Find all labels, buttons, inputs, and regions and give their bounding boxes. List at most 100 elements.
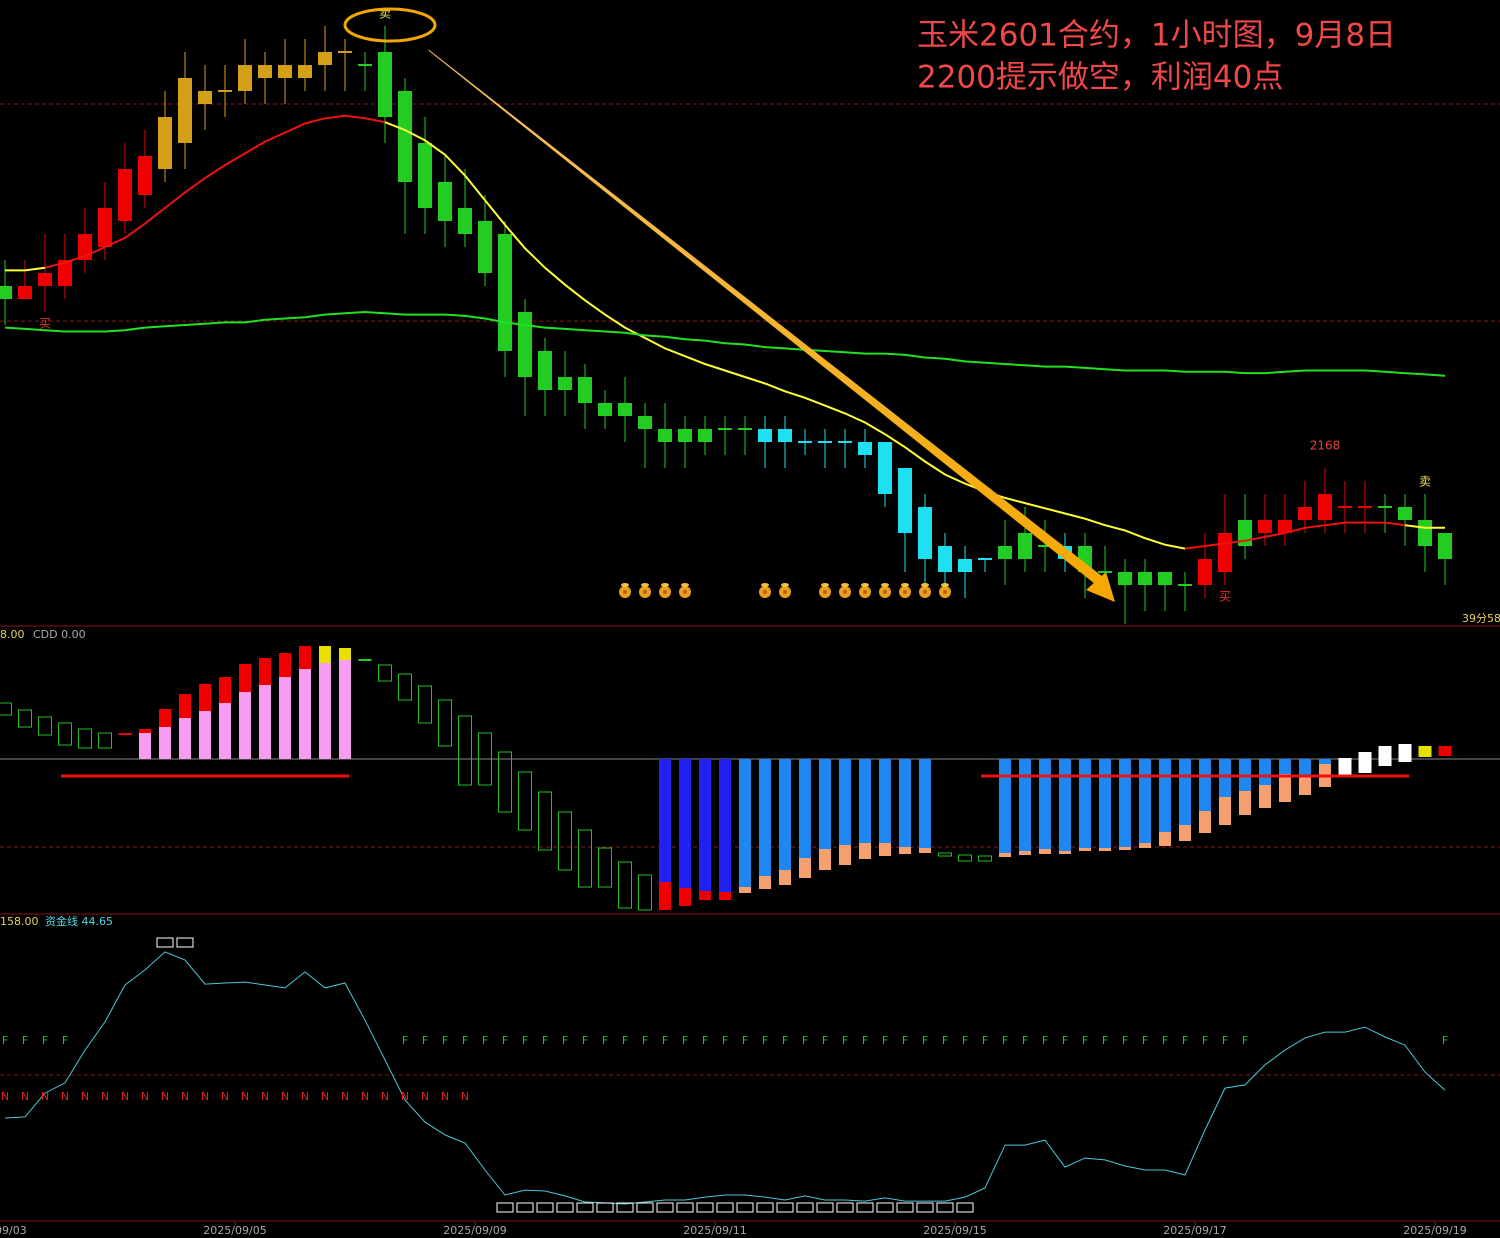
candle-body: [498, 234, 512, 351]
candle-body: [718, 428, 732, 430]
bar-top: [659, 882, 671, 910]
candle-body: [1158, 572, 1172, 585]
outline-box: [378, 664, 392, 682]
icon-dot: [623, 590, 627, 594]
flag-label: F: [1142, 1034, 1148, 1047]
bar-top: [319, 646, 331, 663]
bar-base: [1099, 759, 1111, 848]
icon-dot: [763, 590, 767, 594]
candle-body: [158, 117, 172, 169]
candle-body: [798, 441, 812, 443]
bar-top: [1079, 848, 1091, 851]
bar-top: [719, 892, 731, 900]
candle-body: [658, 429, 672, 442]
outline-box: [38, 716, 52, 736]
candle-body: [1178, 584, 1192, 586]
candle-body: [758, 429, 772, 442]
square-marker: [656, 1202, 674, 1213]
bar-top: [1219, 797, 1231, 825]
candle-body: [178, 78, 192, 143]
icon-dot: [883, 590, 887, 594]
bar-top: [679, 888, 691, 906]
bar-base: [1179, 759, 1191, 825]
bar-base: [899, 759, 911, 847]
money-bag-icon: [659, 583, 671, 598]
flag-label: F: [682, 1034, 688, 1047]
bar-top: [239, 664, 251, 692]
candle-body: [858, 442, 872, 455]
money-bag-icon: [859, 583, 871, 598]
flag-label: F: [942, 1034, 948, 1047]
moving-average: [1184, 521, 1406, 550]
flag-label: N: [421, 1090, 429, 1103]
flag-label: F: [1122, 1034, 1128, 1047]
filled-box: [118, 733, 132, 735]
flag-label: N: [21, 1090, 29, 1103]
flag-label: N: [281, 1090, 289, 1103]
candle-body: [558, 377, 572, 390]
money-bag-icon: [619, 583, 631, 598]
icon-dot: [903, 590, 907, 594]
bar-base: [1139, 759, 1151, 843]
square-marker: [516, 1202, 534, 1213]
flag-label: F: [422, 1034, 428, 1047]
square-marker: [876, 1202, 894, 1213]
icon-dot: [643, 590, 647, 594]
flag-label: F: [862, 1034, 868, 1047]
square-marker: [796, 1202, 814, 1213]
square-marker: [696, 1202, 714, 1213]
flag-label: F: [922, 1034, 928, 1047]
flag-label: F: [902, 1034, 908, 1047]
flag-label: N: [441, 1090, 449, 1103]
candle-body: [678, 429, 692, 442]
fund-line: [4, 951, 1446, 1205]
money-bag-icon: [759, 583, 771, 598]
money-bag-icon: [899, 583, 911, 598]
flag-label: F: [1082, 1034, 1088, 1047]
bar-top: [839, 845, 851, 865]
square-marker: [596, 1202, 614, 1213]
square-marker: [736, 1202, 754, 1213]
bar-base: [159, 727, 171, 759]
bar-base: [739, 759, 751, 887]
bar-top: [799, 858, 811, 878]
flag-label: F: [542, 1034, 548, 1047]
title-line: 玉米2601合约，1小时图，9月8日: [917, 18, 1396, 54]
outline-box: [578, 829, 592, 888]
candle-body: [118, 169, 132, 221]
outline-box: [438, 699, 452, 747]
icon-top: [941, 583, 949, 587]
candle-body: [1398, 507, 1412, 520]
flag-label: F: [1162, 1034, 1168, 1047]
bar-base: [1039, 759, 1051, 849]
outline-box: [418, 685, 432, 724]
candle-body: [1138, 572, 1152, 585]
icon-dot: [863, 590, 867, 594]
candle-body: [998, 546, 1012, 559]
bar-base: [999, 759, 1011, 853]
candle-body: [1338, 506, 1352, 508]
flag-label: N: [121, 1090, 129, 1103]
candle-body: [1318, 494, 1332, 520]
square-marker: [636, 1202, 654, 1213]
candle-body: [1118, 572, 1132, 585]
panel-header: 158.00: [0, 915, 39, 928]
bar-top: [859, 843, 871, 859]
money-bag-icon: [939, 583, 951, 598]
bar-top: [219, 677, 231, 703]
flag-label: F: [1002, 1034, 1008, 1047]
flag-label: F: [742, 1034, 748, 1047]
candle-body: [1358, 506, 1372, 508]
outline-box: [78, 728, 92, 749]
square-marker: [496, 1202, 514, 1213]
flag-label: N: [261, 1090, 269, 1103]
flag-label: F: [1102, 1034, 1108, 1047]
arrow-head: [1086, 572, 1115, 602]
flag-label: F: [582, 1034, 588, 1047]
candle-body: [138, 156, 152, 195]
flag-label: F: [522, 1034, 528, 1047]
flag-label: N: [41, 1090, 49, 1103]
outline-box: [498, 751, 512, 813]
flag-label: F: [1202, 1034, 1208, 1047]
flag-label: N: [241, 1090, 249, 1103]
